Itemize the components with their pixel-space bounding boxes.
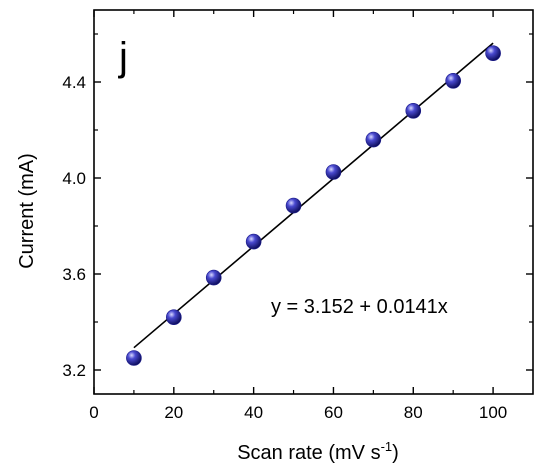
data-point: [485, 45, 501, 62]
y-axis-label: Current (mA): [16, 153, 38, 269]
data-point: [325, 164, 342, 180]
x-tick-label: 80: [404, 403, 423, 422]
x-tick-label: 20: [164, 403, 183, 422]
x-tick-label: 0: [89, 403, 98, 422]
x-tick-label: 40: [244, 403, 263, 422]
y-tick-label: 4.4: [62, 73, 86, 92]
y-tick-label: 3.2: [62, 361, 86, 380]
data-point: [365, 131, 382, 148]
y-tick-label: 4.0: [62, 169, 86, 188]
fit-equation: y = 3.152 + 0.0141x: [271, 296, 448, 318]
fit-line: [133, 42, 494, 349]
x-tick-label: 100: [479, 403, 507, 422]
x-axis-label-main: Scan rate (mV s: [237, 442, 380, 464]
data-point: [166, 309, 182, 326]
panel-label: j: [118, 35, 128, 79]
x-axis-label-end: ): [392, 442, 399, 464]
data-point: [445, 73, 461, 89]
plot-frame: [93, 9, 534, 395]
x-tick-label: 60: [324, 403, 343, 422]
data-point: [126, 350, 142, 366]
y-tick-label: 3.6: [62, 265, 86, 284]
data-point: [405, 103, 422, 119]
x-axis-label-sup: -1: [381, 439, 393, 454]
data-point: [245, 233, 262, 250]
data-point: [285, 197, 302, 214]
x-axis-label: Scan rate (mV s-1): [237, 439, 399, 464]
data-point: [205, 269, 222, 286]
